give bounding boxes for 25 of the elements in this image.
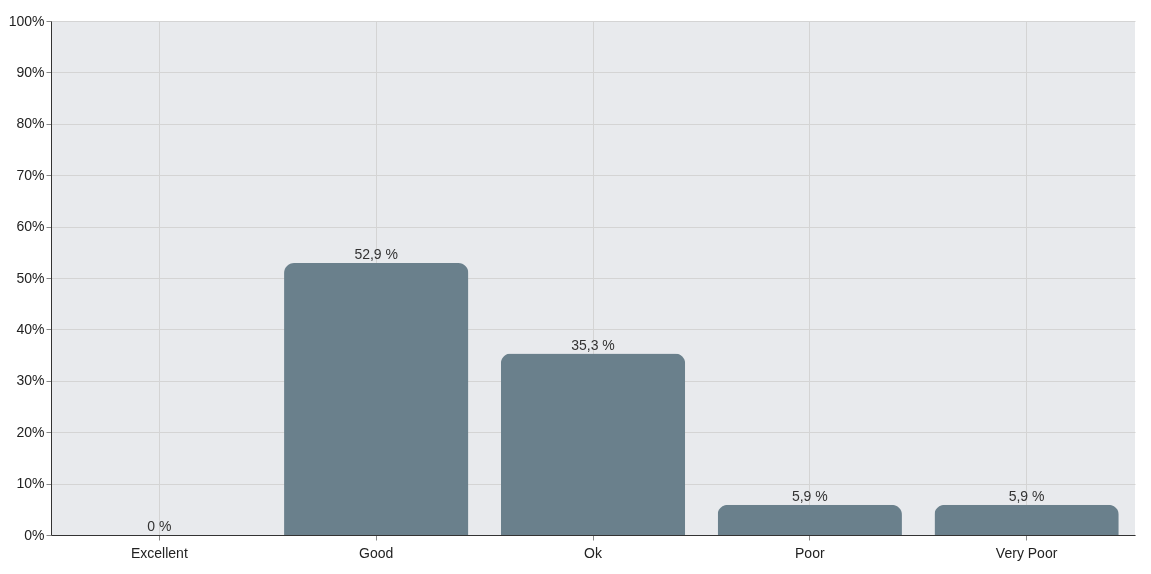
y-tick-label: 100% bbox=[8, 12, 45, 29]
data-label: 5,9 % bbox=[1008, 487, 1045, 504]
x-tick-label: Excellent bbox=[130, 544, 188, 561]
bar bbox=[934, 504, 1119, 535]
y-tick-label: 10% bbox=[16, 475, 45, 492]
x-tick-label: Very Poor bbox=[995, 544, 1058, 561]
y-tick-label: 0% bbox=[24, 526, 45, 543]
y-tick-label: 30% bbox=[16, 372, 45, 389]
data-label: 52,9 % bbox=[354, 246, 398, 263]
bar bbox=[500, 353, 686, 535]
x-tick-label: Ok bbox=[584, 544, 603, 561]
y-tick-label: 90% bbox=[16, 63, 45, 80]
bar bbox=[717, 504, 902, 535]
y-tick-label: 80% bbox=[16, 115, 45, 132]
x-tick-label: Poor bbox=[795, 544, 825, 561]
y-tick-label: 50% bbox=[16, 269, 45, 286]
y-tick-label: 20% bbox=[16, 423, 45, 440]
x-tick-label: Good bbox=[359, 544, 394, 561]
y-tick-label: 60% bbox=[16, 218, 45, 235]
y-tick-label: 70% bbox=[16, 166, 45, 183]
data-label: 0 % bbox=[147, 518, 172, 534]
data-label: 5,9 % bbox=[791, 487, 828, 504]
y-tick-label: 40% bbox=[16, 320, 45, 337]
bar bbox=[284, 263, 469, 535]
data-label: 35,3 % bbox=[571, 336, 615, 353]
